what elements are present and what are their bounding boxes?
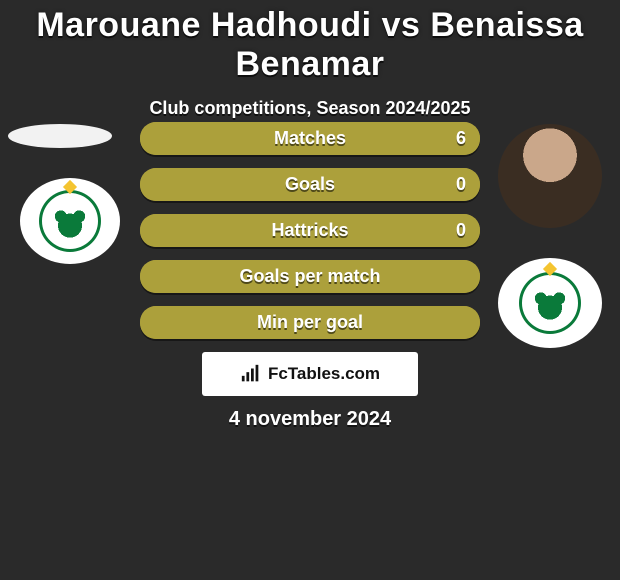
stat-label: Goals per match <box>140 260 480 293</box>
bar-chart-icon <box>240 363 262 385</box>
stat-value-right: 0 <box>456 214 466 247</box>
stat-label: Matches <box>140 122 480 155</box>
player-right-avatar <box>498 124 602 228</box>
date-label: 4 november 2024 <box>0 408 620 431</box>
stat-value-right: 0 <box>456 168 466 201</box>
stat-row-goals-per-match: Goals per match <box>140 260 480 293</box>
stat-label: Min per goal <box>140 306 480 339</box>
stats-block: Matches 6 Goals 0 Hattricks 0 Goals per … <box>140 122 480 352</box>
stat-row-min-per-goal: Min per goal <box>140 306 480 339</box>
source-logo-text: FcTables.com <box>268 364 380 384</box>
club-crest-icon <box>519 272 581 334</box>
page-title: Marouane Hadhoudi vs Benaissa Benamar <box>0 0 620 84</box>
stat-label: Goals <box>140 168 480 201</box>
stat-row-hattricks: Hattricks 0 <box>140 214 480 247</box>
subtitle: Club competitions, Season 2024/2025 <box>0 98 620 119</box>
player-right-club-crest <box>498 258 602 348</box>
club-crest-icon <box>39 190 101 252</box>
stat-value-right: 6 <box>456 122 466 155</box>
stat-row-matches: Matches 6 <box>140 122 480 155</box>
infographic: Marouane Hadhoudi vs Benaissa Benamar Cl… <box>0 0 620 580</box>
stat-label: Hattricks <box>140 214 480 247</box>
stat-row-goals: Goals 0 <box>140 168 480 201</box>
player-left-club-crest <box>20 178 120 264</box>
source-logo: FcTables.com <box>202 352 418 396</box>
player-left-avatar <box>8 124 112 148</box>
